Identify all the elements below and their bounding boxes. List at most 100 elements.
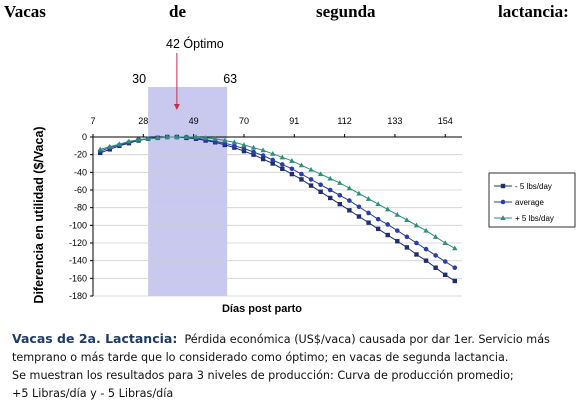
series-point xyxy=(347,198,352,203)
y-tick-label: 0 xyxy=(82,132,87,142)
y-tick-label: -140 xyxy=(69,256,87,266)
y-tick-label: -180 xyxy=(69,291,87,301)
window-start-label: 30 xyxy=(132,72,146,86)
series-point xyxy=(414,240,419,246)
series-point xyxy=(395,228,400,233)
series-point xyxy=(366,210,371,216)
series-point xyxy=(346,185,353,191)
series-point xyxy=(270,161,275,166)
series-point xyxy=(97,146,103,152)
series-point xyxy=(174,134,180,139)
series-point xyxy=(452,278,458,284)
series-point xyxy=(250,144,257,150)
series-point xyxy=(347,208,352,213)
series-point xyxy=(356,214,362,219)
series-point xyxy=(251,149,256,155)
x-tick-label: 112 xyxy=(337,116,351,126)
series-point xyxy=(126,138,132,144)
x-tick-label: 49 xyxy=(189,116,199,126)
x-tick-label: 28 xyxy=(138,116,148,126)
x-tick-label: 91 xyxy=(289,116,299,126)
series-point xyxy=(232,143,237,149)
series-point xyxy=(452,265,458,271)
series-3 xyxy=(97,134,458,251)
series-point xyxy=(183,134,190,139)
series-point xyxy=(375,226,381,232)
series-point xyxy=(327,187,333,193)
series-point xyxy=(443,272,448,277)
caption: Vacas de 2a. Lactancia: Pérdida económic… xyxy=(12,330,572,403)
series-point xyxy=(423,246,429,252)
series-point xyxy=(385,206,391,212)
series-point xyxy=(279,162,285,167)
y-tick-label: -160 xyxy=(69,273,87,283)
series-point xyxy=(337,201,342,207)
series-point xyxy=(289,166,295,172)
series-point xyxy=(193,134,199,139)
x-tick-label: 70 xyxy=(239,116,249,126)
optimum-arrow-head xyxy=(173,104,180,110)
x-tick-label: 154 xyxy=(438,116,453,126)
legend-marker xyxy=(500,199,506,205)
series-point xyxy=(107,143,113,149)
caption-line-1: Vacas de 2a. Lactancia: Pérdida económic… xyxy=(12,330,572,349)
title-word-3: segunda xyxy=(316,2,376,21)
slide-title: Vacas de segunda lactancia: xyxy=(4,2,575,24)
series-point xyxy=(404,245,410,250)
series-point xyxy=(365,196,372,201)
series-point xyxy=(280,166,285,171)
series-point xyxy=(442,240,448,245)
x-axis-label: Días post parto xyxy=(222,303,302,315)
series-point xyxy=(423,258,429,263)
series-point xyxy=(222,137,228,143)
series-point xyxy=(241,142,247,147)
series-point xyxy=(385,232,390,238)
x-tick-label: 7 xyxy=(90,116,95,126)
series-point xyxy=(318,189,323,194)
series-point xyxy=(270,157,276,163)
series-point xyxy=(231,139,238,145)
series-point xyxy=(212,135,218,141)
series-point xyxy=(413,222,420,228)
title-word-2: de xyxy=(169,2,186,21)
series-point xyxy=(308,177,314,182)
caption-lead: Vacas de 2a. Lactancia: xyxy=(12,331,178,346)
optimal-window-band xyxy=(148,87,228,296)
series-point xyxy=(308,166,314,172)
series-point xyxy=(356,190,362,196)
series-point xyxy=(423,227,429,233)
series-point xyxy=(442,259,448,264)
series-point xyxy=(404,217,410,223)
caption-line-3: Se muestran los resultados para 3 nivele… xyxy=(12,369,514,382)
series-point xyxy=(289,171,295,177)
series-point xyxy=(241,146,247,151)
legend-label: - 5 lbs/day xyxy=(515,182,552,191)
series-point xyxy=(414,252,419,257)
series-point xyxy=(299,177,304,182)
series-point xyxy=(328,195,333,201)
caption-line-4: +5 Libras/día y - 5 Libras/día xyxy=(12,387,174,400)
series-point xyxy=(433,265,438,270)
series-point xyxy=(260,153,266,158)
title-word-4: lactancia: xyxy=(498,2,569,21)
title-word-1: Vacas xyxy=(4,2,46,21)
x-tick-label: 133 xyxy=(387,116,402,126)
series-point xyxy=(251,152,256,157)
series-point xyxy=(452,245,458,251)
series-point xyxy=(270,150,276,156)
legend-label: average xyxy=(515,198,544,207)
series-point xyxy=(366,220,371,225)
series-point xyxy=(298,162,305,168)
series-point xyxy=(145,135,151,141)
legend-label: + 5 lbs/day xyxy=(515,214,554,223)
series-point xyxy=(337,180,343,185)
series-point xyxy=(327,175,333,181)
series-point xyxy=(308,183,314,188)
series-line xyxy=(100,136,456,249)
y-tick-label: -80 xyxy=(74,203,87,213)
y-tick-label: -20 xyxy=(74,150,87,160)
y-tick-label: -100 xyxy=(69,220,87,230)
series-point xyxy=(337,193,343,198)
legend-marker xyxy=(500,183,506,189)
